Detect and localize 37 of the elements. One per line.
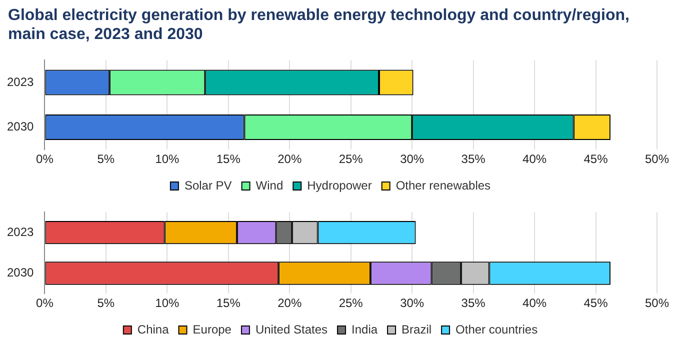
x-tick-label: 10% (155, 152, 180, 166)
x-tick-label: 45% (584, 152, 608, 166)
x-tick-label: 10% (155, 296, 180, 310)
x-tick-label: 50% (644, 152, 670, 166)
x-tick-label: 50% (644, 296, 670, 310)
legend-label: Other countries (456, 322, 538, 336)
x-tick-label: 35% (461, 296, 486, 310)
x-tick-label: 0% (36, 296, 54, 310)
x-tick-label: 25% (338, 296, 364, 310)
legend-label: Brazil (402, 322, 432, 336)
legend-label: Other renewables (396, 178, 491, 192)
x-tick-label: 15% (216, 296, 241, 310)
x-tick-label: 30% (400, 152, 424, 166)
y-tick-label: 2023 (6, 74, 34, 89)
x-tick-label: 45% (584, 296, 608, 310)
y-tick-label: 2030 (6, 120, 34, 134)
x-tick-label: 5% (97, 152, 115, 166)
legend-label: Wind (256, 178, 284, 192)
y-tick-label: 2023 (6, 224, 34, 239)
y-tick-label: 2030 (6, 266, 34, 280)
x-tick-label: 40% (522, 152, 547, 166)
legend-label: Europe (192, 322, 232, 336)
legend-label: China (137, 322, 170, 336)
legend-label: United States (255, 322, 328, 336)
x-tick-label: 0% (36, 152, 54, 166)
x-tick-label: 35% (461, 152, 486, 166)
x-tick-label: 20% (278, 152, 302, 166)
legend-label: India (352, 322, 378, 336)
x-tick-label: 40% (522, 296, 547, 310)
x-tick-label: 15% (216, 152, 241, 166)
x-tick-label: 25% (338, 152, 364, 166)
legend-label: Hydropower (307, 178, 372, 192)
legend-label: Solar PV (184, 178, 232, 192)
x-tick-label: 5% (97, 296, 115, 310)
chart-title: Global electricity generation by renewable energy technology and country/region, main case, 2023 and 2030 (7, 6, 630, 45)
x-tick-label: 30% (400, 296, 424, 310)
x-tick-label: 20% (278, 296, 302, 310)
